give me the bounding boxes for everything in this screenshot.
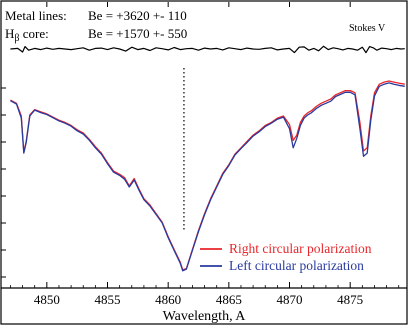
x-tick-label: 4860	[155, 292, 181, 307]
x-tick-label: 4875	[337, 292, 363, 307]
legend-label: Right circular polarization	[229, 241, 372, 256]
metal-lines-label: Metal lines:	[5, 8, 67, 23]
stokes-v-line	[10, 45, 405, 54]
x-axis-label: Wavelength, A	[163, 309, 247, 324]
left-polarization-line	[10, 82, 405, 272]
legend-label: Left circular polarization	[229, 258, 364, 273]
x-tick-label: 4850	[34, 292, 60, 307]
stokes-v-label: Stokes V	[349, 23, 386, 34]
metal-lines-value: Be = +3620 +- 110	[88, 8, 187, 23]
hbeta-core-value: Be = +1570 +- 550	[88, 26, 187, 41]
x-tick-label: 4865	[216, 292, 242, 307]
x-tick-label: 4855	[95, 292, 121, 307]
x-tick-label: 4870	[277, 292, 303, 307]
hbeta-core-label: Hβ core:	[5, 26, 49, 44]
